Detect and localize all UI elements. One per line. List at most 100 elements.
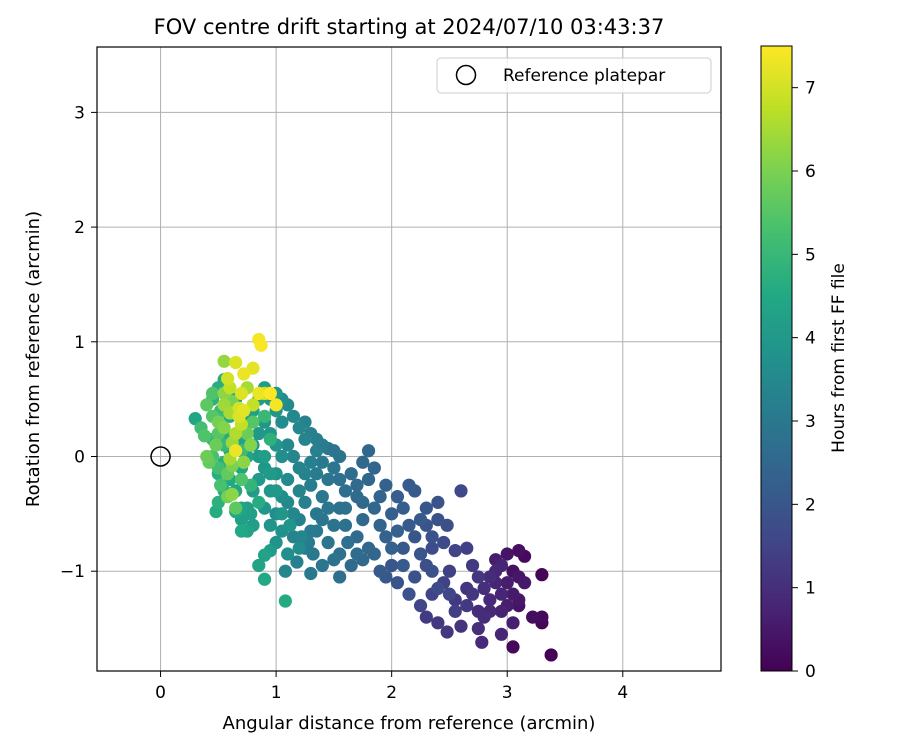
data-point — [278, 564, 292, 578]
data-point — [344, 467, 358, 481]
data-point — [286, 409, 301, 423]
data-point — [448, 604, 462, 618]
data-point — [526, 610, 540, 624]
data-point — [217, 354, 231, 368]
data-point — [413, 512, 428, 527]
data-point — [237, 404, 251, 418]
data-point — [200, 449, 214, 464]
legend-entry-reference: Reference platepar — [503, 66, 665, 86]
data-point — [290, 555, 304, 569]
data-point — [506, 616, 520, 630]
data-point — [333, 472, 347, 487]
data-point — [373, 518, 387, 532]
data-point — [237, 367, 251, 381]
data-point — [500, 576, 514, 590]
data-point — [367, 501, 381, 515]
data-point — [294, 530, 309, 544]
data-point — [431, 616, 445, 630]
data-point — [402, 518, 416, 532]
data-point — [292, 484, 306, 498]
data-point — [269, 484, 283, 498]
legend-marker-icon — [455, 64, 477, 86]
data-point — [448, 543, 462, 558]
data-point — [512, 543, 526, 558]
data-point — [229, 444, 243, 458]
data-point — [440, 625, 454, 639]
data-point — [475, 635, 489, 649]
data-point — [373, 564, 387, 578]
x-axis: 0 1 2 3 4 — [155, 671, 628, 703]
y-tick-label: 2 — [74, 218, 85, 238]
data-point — [454, 484, 468, 498]
data-point — [292, 421, 306, 435]
colorbar-label: Hours from first FF file — [829, 263, 849, 453]
data-point — [465, 587, 480, 601]
data-point — [350, 490, 364, 504]
data-point — [244, 438, 258, 452]
data-point — [321, 535, 335, 550]
x-tick-label: 0 — [155, 683, 166, 703]
data-point — [321, 472, 335, 487]
data-point — [315, 455, 329, 469]
data-point — [408, 530, 422, 544]
data-point — [263, 518, 277, 532]
data-point — [234, 472, 249, 487]
data-point — [275, 449, 289, 464]
data-point — [304, 566, 318, 581]
data-point — [246, 415, 260, 429]
data-point — [281, 438, 295, 452]
data-point — [460, 541, 474, 555]
data-point — [333, 570, 347, 584]
data-point — [460, 599, 474, 613]
data-point — [396, 558, 410, 573]
data-point — [471, 604, 485, 618]
data-point — [408, 570, 422, 584]
data-point — [402, 587, 416, 601]
data-point — [419, 610, 433, 624]
data-point — [263, 467, 277, 481]
data-point — [385, 558, 399, 573]
data-point — [327, 518, 341, 532]
data-point — [229, 355, 243, 370]
data-point — [234, 524, 249, 538]
data-point — [217, 421, 231, 435]
x-tick-label: 1 — [271, 683, 282, 703]
data-point — [506, 587, 520, 601]
data-point — [257, 409, 272, 423]
y-tick-label: 1 — [74, 333, 85, 353]
data-point — [544, 648, 558, 662]
data-point — [252, 495, 266, 509]
data-point — [286, 507, 301, 521]
data-point — [197, 429, 212, 443]
colorbar-tick-label: 5 — [805, 245, 816, 265]
data-point — [200, 398, 214, 412]
data-point — [483, 593, 497, 607]
data-point — [396, 541, 410, 555]
data-point — [252, 386, 266, 401]
data-point — [385, 541, 399, 555]
data-point — [304, 455, 318, 469]
colorbar-tick-label: 0 — [805, 662, 816, 682]
data-point — [234, 386, 249, 401]
colorbar-tick-label: 7 — [805, 79, 816, 99]
data-point — [390, 576, 405, 590]
reference-marker — [150, 446, 171, 467]
data-point — [454, 619, 468, 633]
x-tick-label: 3 — [502, 683, 513, 703]
data-point — [298, 495, 312, 509]
data-point — [252, 426, 266, 441]
data-point — [315, 558, 329, 573]
data-point — [229, 501, 243, 515]
colorbar-tick-label: 3 — [805, 412, 816, 432]
chart-title: FOV centre drift starting at 2024/07/10 … — [154, 15, 665, 39]
colorbar-tick-label: 1 — [805, 579, 816, 599]
data-point — [309, 507, 324, 521]
data-point — [465, 558, 480, 573]
data-point — [350, 547, 364, 561]
data-point — [361, 541, 376, 555]
data-point — [356, 512, 370, 527]
data-point — [402, 478, 416, 492]
data-point — [225, 487, 239, 501]
data-point — [338, 518, 353, 532]
data-point — [379, 478, 393, 492]
